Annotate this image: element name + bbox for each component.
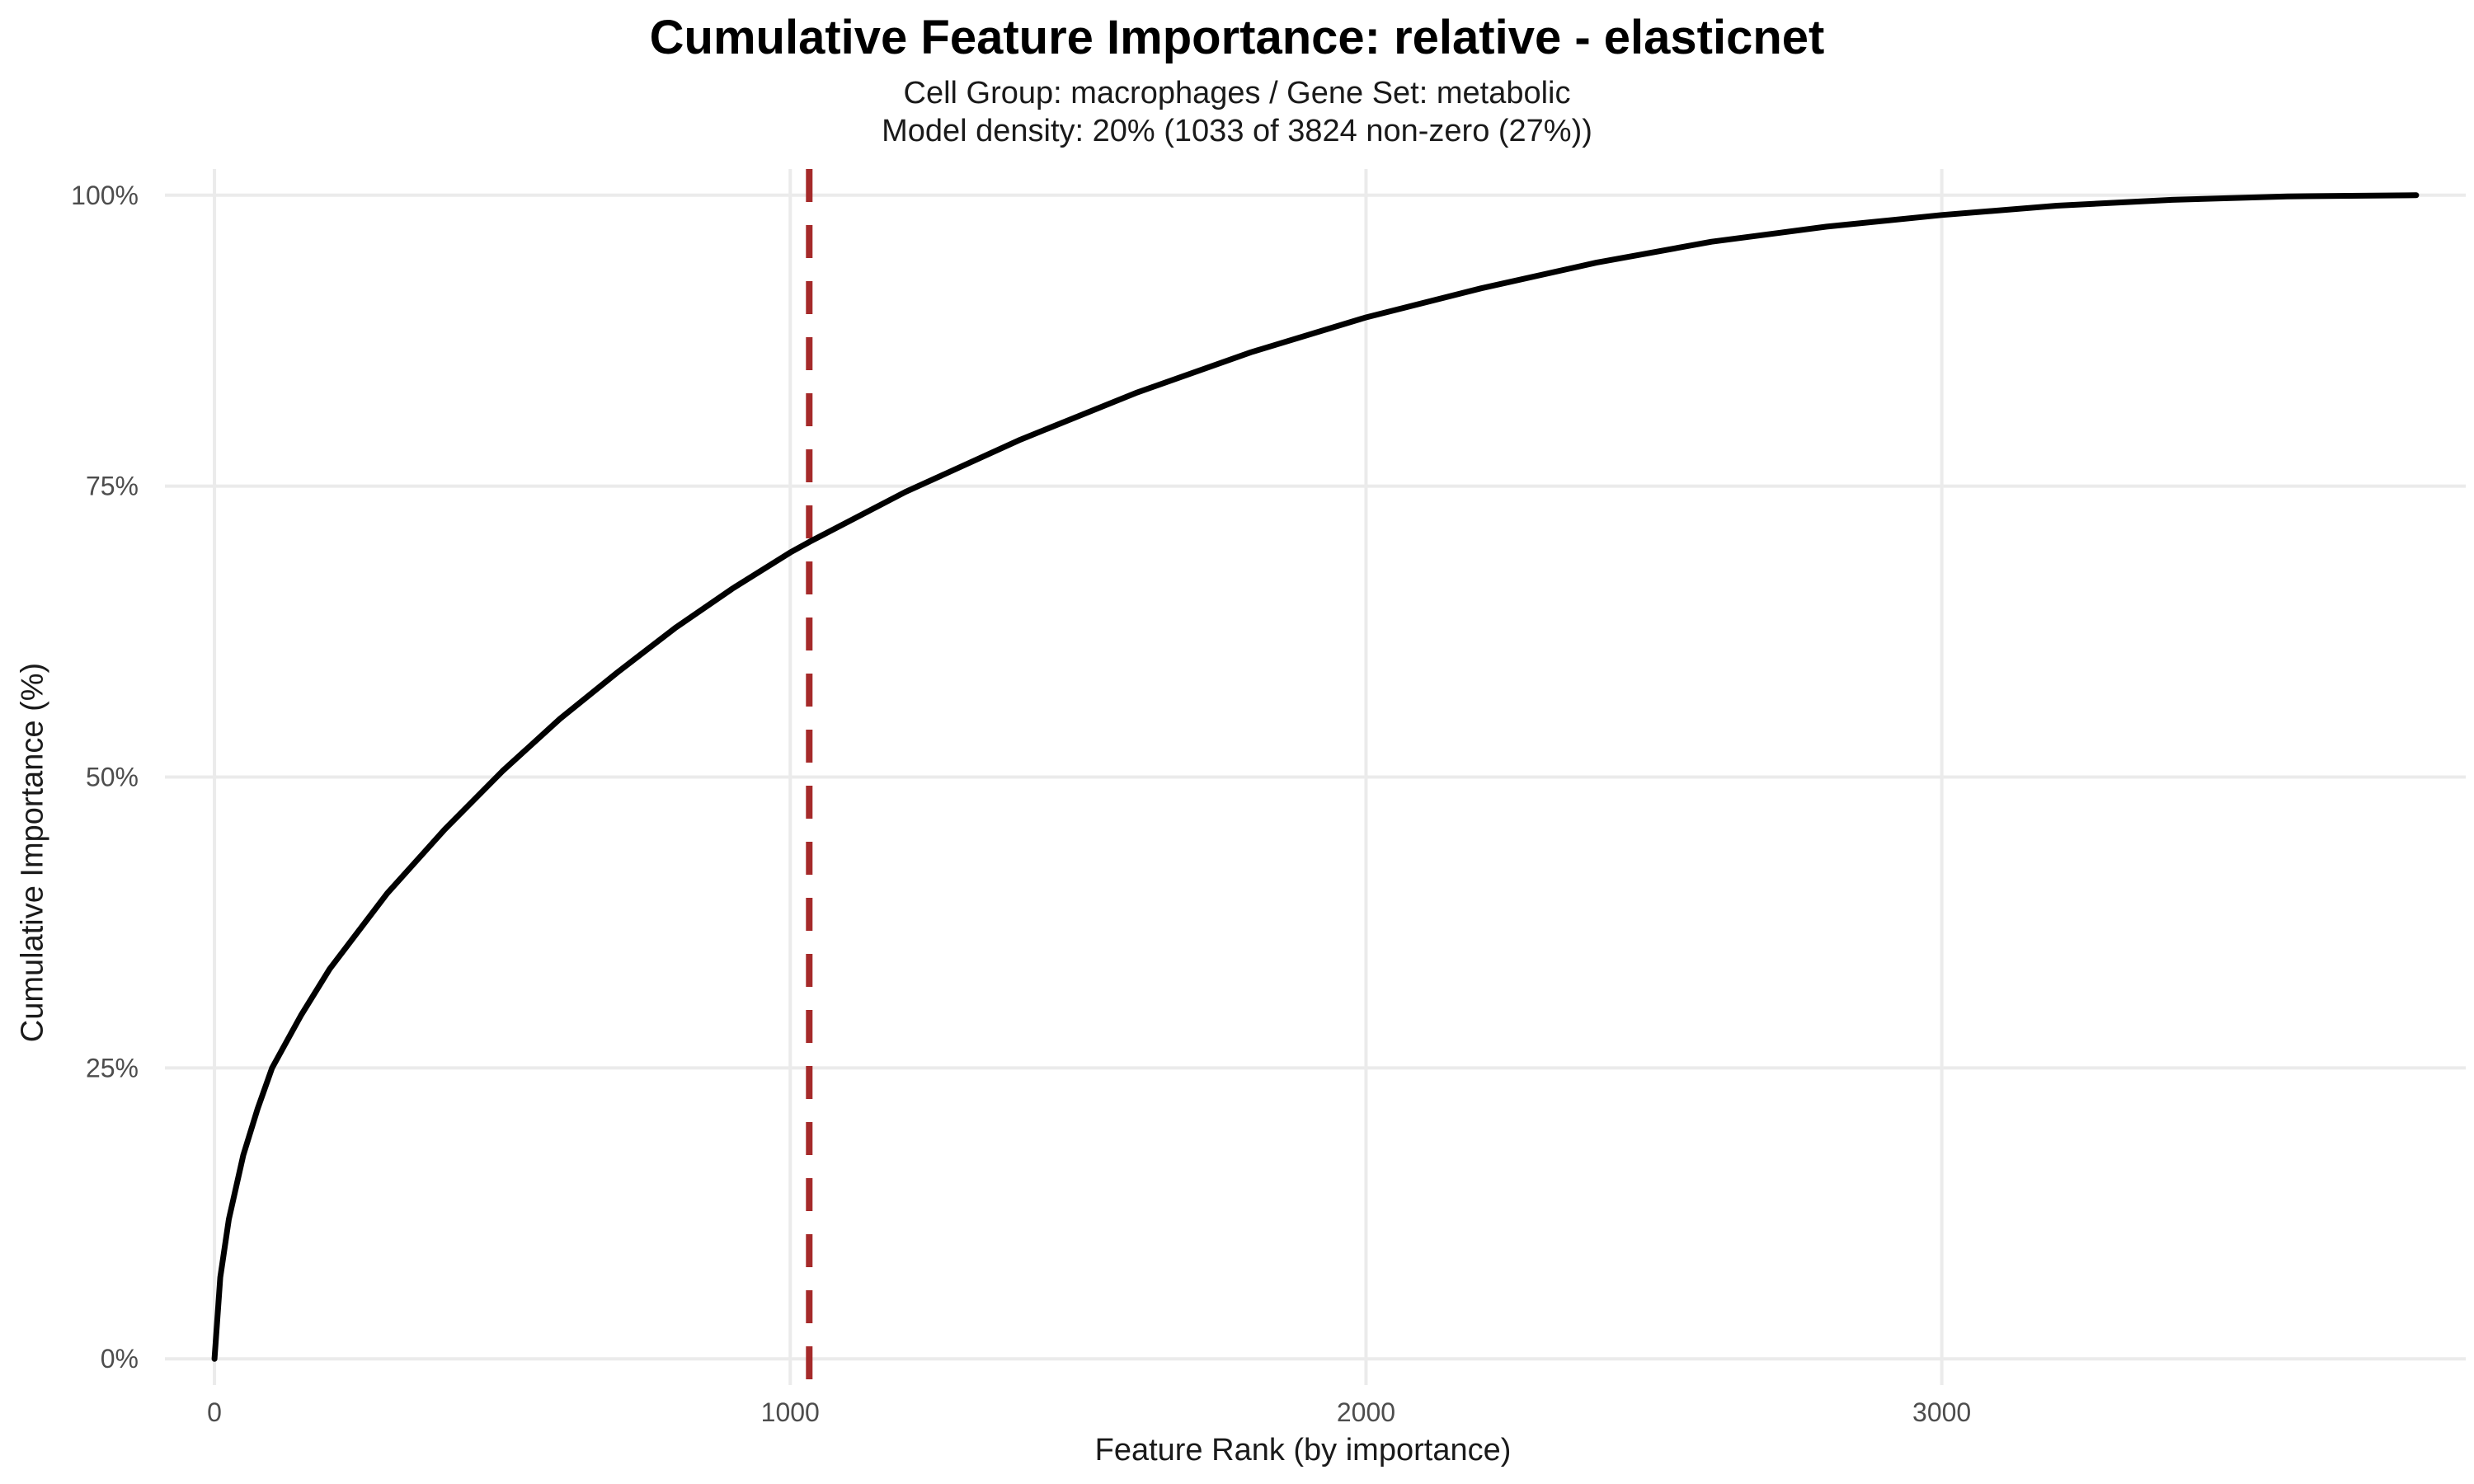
chart-subtitle-line-1: Cell Group: macrophages / Gene Set: meta… xyxy=(903,76,1571,110)
chart-title: Cumulative Feature Importance: relative … xyxy=(649,11,1825,64)
x-axis-ticks: 0 1000 2000 3000 xyxy=(207,1397,1971,1427)
y-tick-label: 50% xyxy=(86,763,139,792)
series-group xyxy=(211,192,2420,1362)
series-line-0 xyxy=(211,192,2420,1362)
y-axis-label: Cumulative Importance (%) xyxy=(15,662,50,1043)
x-tick-label: 3000 xyxy=(1912,1397,1971,1427)
y-axis-ticks: 0% 25% 50% 75% 100% xyxy=(71,181,139,1374)
x-tick-label: 2000 xyxy=(1337,1397,1395,1427)
x-tick-label: 0 xyxy=(207,1397,222,1427)
chart-subtitle-line-2: Model density: 20% (1033 of 3824 non-zer… xyxy=(882,114,1592,148)
y-tick-label: 0% xyxy=(101,1344,139,1374)
x-axis-label: Feature Rank (by importance) xyxy=(1094,1433,1512,1468)
y-tick-label: 100% xyxy=(71,181,139,210)
y-tick-label: 25% xyxy=(86,1053,139,1082)
y-tick-label: 75% xyxy=(86,472,139,501)
x-tick-label: 1000 xyxy=(761,1397,820,1427)
gridlines xyxy=(165,169,2466,1385)
